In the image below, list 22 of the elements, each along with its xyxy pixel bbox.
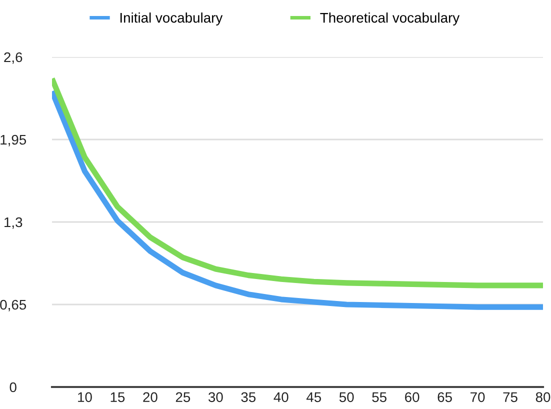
x-tick-label: 25: [176, 392, 190, 402]
x-tick-label: 60: [405, 392, 420, 402]
y-tick-label: 1,95: [0, 134, 26, 146]
x-tick-label: 55: [372, 392, 386, 402]
x-tick-label: 70: [470, 392, 485, 402]
x-tick-label: 50: [339, 392, 354, 402]
x-tick-label: 75: [503, 392, 518, 402]
x-tick-label: 30: [208, 392, 223, 402]
y-tick-label: 0,65: [0, 300, 26, 312]
x-tick-label: 15: [110, 392, 125, 402]
x-tick-label: 10: [78, 392, 92, 402]
x-tick-label: 35: [241, 392, 256, 402]
x-tick-label: 45: [306, 392, 322, 402]
x-tick-label: 65: [438, 392, 452, 402]
y-tick-label: 2,6: [4, 52, 22, 64]
x-tick-label: 20: [143, 392, 158, 402]
legend-label: Theoretical vocabulary: [320, 12, 460, 26]
x-tick-label: 80: [536, 392, 550, 402]
x-tick-label: 40: [274, 392, 288, 402]
y-tick-label: 1,3: [4, 217, 22, 229]
legend-label: Initial vocabulary: [120, 12, 223, 26]
y-tick-label: 0: [10, 382, 16, 392]
